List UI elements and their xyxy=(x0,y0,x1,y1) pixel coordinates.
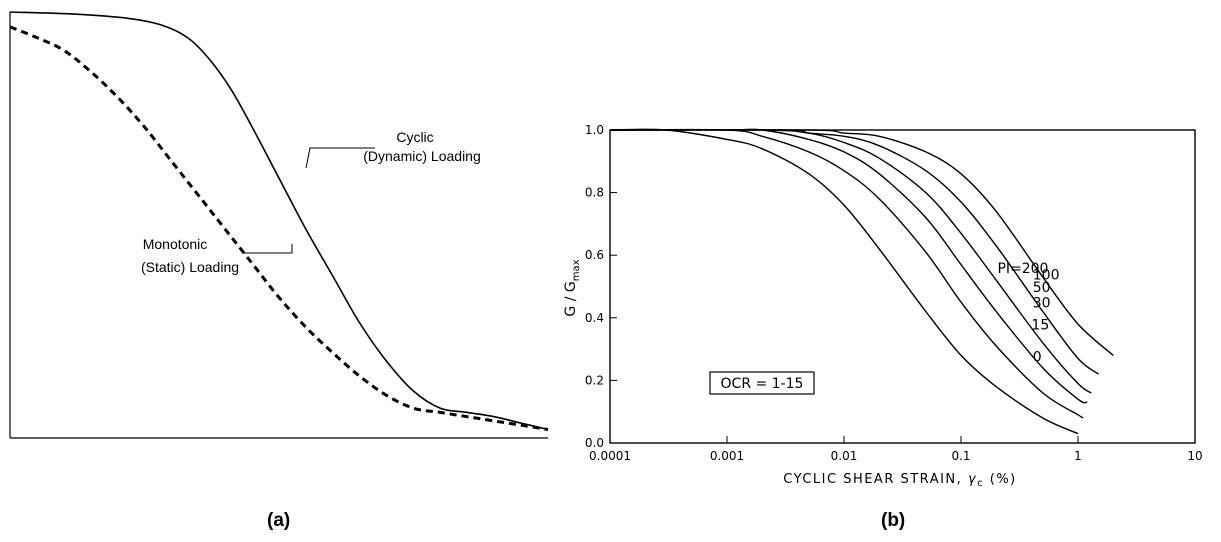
chart-a-monotonic-label: Monotonic (Static) Loading xyxy=(141,236,239,275)
chart-b-x-tick-label: 1 xyxy=(1074,449,1082,463)
chart-a-series-cyclic-line xyxy=(9,11,549,431)
chart-b-series-line-0 xyxy=(609,128,1079,435)
chart-b-x-tick-label: 0.0001 xyxy=(589,449,631,463)
chart-b-series-label: 30 xyxy=(1033,296,1051,312)
chart-b-curves xyxy=(609,128,1114,435)
chart-b-series-label: 50 xyxy=(1033,280,1051,296)
chart-b-series-label: 0 xyxy=(1033,350,1042,366)
chart-b-series-line-pi200 xyxy=(609,129,1114,356)
chart-a-cyclic-label: Cyclic (Dynamic) Loading xyxy=(363,129,481,164)
chart-b-series-line-15 xyxy=(609,128,1084,419)
panel-b-label: (b) xyxy=(881,510,906,531)
chart-b-x-tick-label: 0.1 xyxy=(951,449,970,463)
chart-a-series-monotonic-line xyxy=(9,25,549,431)
chart-b: 0.0001 0.001 0.01 0.1 1 100.00.20.40.60.81.0 … xyxy=(563,123,1203,489)
chart-b-series-label: 100 xyxy=(1033,267,1060,283)
chart-b-x-tick-label: 0.001 xyxy=(710,449,744,463)
chart-b-y-tick-label: 0.4 xyxy=(585,311,604,325)
panel-a-label: (a) xyxy=(267,510,291,531)
chart-b-y-axis-label: G / Gmax xyxy=(563,259,582,316)
chart-b-x-tick-label: 0.01 xyxy=(831,449,858,463)
chart-b-y-tick-label: 0.8 xyxy=(585,186,604,200)
chart-b-plot-frame xyxy=(609,129,1196,444)
chart-b-ticks: 0.0001 0.001 0.01 0.1 1 10 0.0 0.2 0.4 0.6 0.8 1.0 xyxy=(585,123,1203,463)
chart-b-y-tick-label: 0.2 xyxy=(585,373,604,387)
chart-b-series-label: 15 xyxy=(1031,317,1049,333)
chart-b-y-tick-label: 0.0 xyxy=(585,436,604,450)
chart-b-y-tick-label: 1.0 xyxy=(585,123,604,137)
chart-b-y-tick-label: 0.6 xyxy=(585,248,604,262)
chart-a-cyclic-leader xyxy=(305,147,375,169)
chart-b-x-tick-label: 10 xyxy=(1187,449,1202,463)
chart-a: Cyclic (Dynamic) Loading Monotonic (Static… xyxy=(9,11,549,439)
chart-b-x-axis-label: CYCLIC SHEAR STRAIN, γc (%) xyxy=(783,472,1017,489)
chart-b-series-label: PI=200 xyxy=(997,261,1048,277)
chart-b-annotation-text: OCR = 1-15 xyxy=(721,376,804,392)
chart-a-monotonic-leader xyxy=(242,244,293,254)
chart-b-annotation-box xyxy=(709,371,815,395)
